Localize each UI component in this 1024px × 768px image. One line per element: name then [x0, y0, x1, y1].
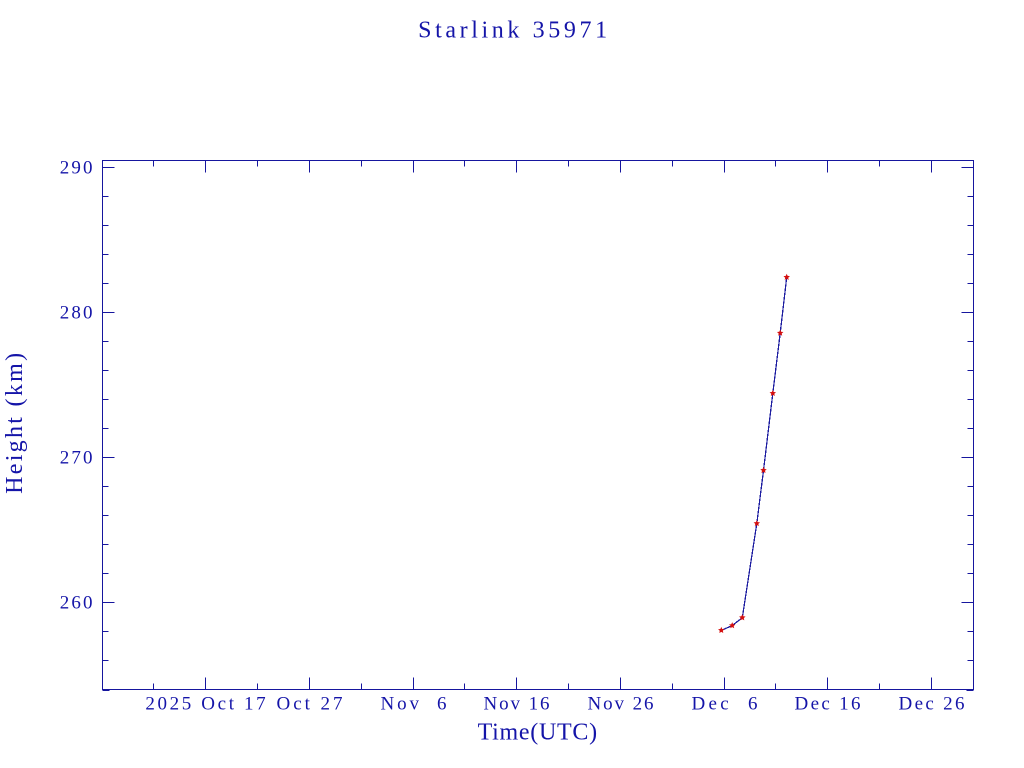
- svg-text:Nov 6: Nov 6: [381, 694, 447, 715]
- svg-text:Dec 6: Dec 6: [692, 694, 758, 715]
- svg-text:Starlink 35971: Starlink 35971: [418, 17, 607, 43]
- svg-text:Dec 26: Dec 26: [899, 694, 965, 715]
- svg-text:270: 270: [60, 448, 93, 469]
- svg-text:Time(UTC): Time(UTC): [478, 720, 598, 746]
- svg-text:2025 Oct 17: 2025 Oct 17: [145, 694, 265, 715]
- svg-text:290: 290: [60, 158, 93, 179]
- svg-text:Oct 27: Oct 27: [277, 694, 343, 715]
- svg-text:Nov 26: Nov 26: [588, 694, 654, 715]
- svg-text:Height (km): Height (km): [2, 353, 28, 494]
- svg-text:Nov 16: Nov 16: [484, 694, 550, 715]
- svg-text:Dec 16: Dec 16: [795, 694, 861, 715]
- svg-text:260: 260: [60, 593, 93, 614]
- svg-text:280: 280: [60, 303, 93, 324]
